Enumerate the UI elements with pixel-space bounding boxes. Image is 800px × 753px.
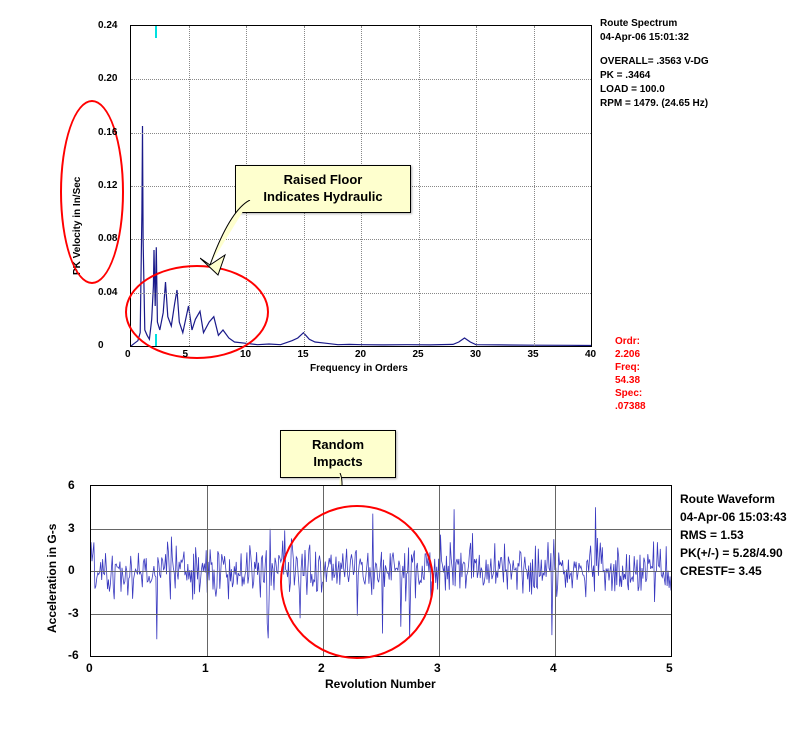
spectrum-meta-load: LOAD = 100.0 xyxy=(600,83,800,97)
waveform-meta-pk: PK(+/-) = 5.28/4.90 xyxy=(680,544,800,562)
spectrum-meta: Route Spectrum 04-Apr-06 15:01:32 OVERAL… xyxy=(600,17,800,111)
cursor-freq-label: Freq: xyxy=(615,362,640,373)
spectrum-chart: PK Velocity in In/Sec Frequency in Order… xyxy=(70,15,650,395)
waveform-y-label: Acceleration in G-s xyxy=(45,524,59,633)
waveform-callout: Random Impacts xyxy=(280,430,396,478)
waveform-meta-title: Route Waveform xyxy=(680,490,800,508)
spectrum-y-label: PK Velocity in In/Sec xyxy=(72,177,83,275)
cursor-freq-val: 54.38 xyxy=(615,375,640,386)
waveform-chart: Acceleration in G-s Revolution Number Ro… xyxy=(50,485,710,705)
waveform-meta-crest: CRESTF= 3.45 xyxy=(680,562,800,580)
spectrum-meta-title: Route Spectrum xyxy=(600,17,800,31)
spectrum-callout-text: Raised Floor Indicates Hydraulic xyxy=(263,172,382,204)
waveform-meta-timestamp: 04-Apr-06 15:03:43 xyxy=(680,508,800,526)
cursor-spec-val: .07388 xyxy=(615,401,646,412)
waveform-meta: Route Waveform 04-Apr-06 15:03:43 RMS = … xyxy=(680,490,800,580)
spectrum-meta-overall: OVERALL= .3563 V-DG xyxy=(600,55,800,69)
spectrum-meta-pk: PK = .3464 xyxy=(600,69,800,83)
spectrum-callout: Raised Floor Indicates Hydraulic xyxy=(235,165,411,213)
spectrum-x-label: Frequency in Orders xyxy=(310,363,408,374)
waveform-chart-container: Random Impacts Acceleration in G-s Revol… xyxy=(10,435,800,735)
spectrum-chart-container: PK Velocity in In/Sec Frequency in Order… xyxy=(10,15,800,395)
waveform-meta-rms: RMS = 1.53 xyxy=(680,526,800,544)
spectrum-meta-timestamp: 04-Apr-06 15:01:32 xyxy=(600,31,800,45)
cursor-ordr-label: Ordr: xyxy=(615,336,640,347)
cursor-spec-label: Spec: xyxy=(615,388,642,399)
spectrum-meta-rpm: RPM = 1479. (24.65 Hz) xyxy=(600,97,800,111)
spectrum-cursor: Ordr: 2.206 Freq: 54.38 Spec: .07388 xyxy=(615,335,650,413)
cursor-ordr-val: 2.206 xyxy=(615,349,640,360)
waveform-plot-area xyxy=(90,485,672,657)
waveform-callout-text: Random Impacts xyxy=(312,437,364,469)
waveform-x-label: Revolution Number xyxy=(325,677,436,691)
